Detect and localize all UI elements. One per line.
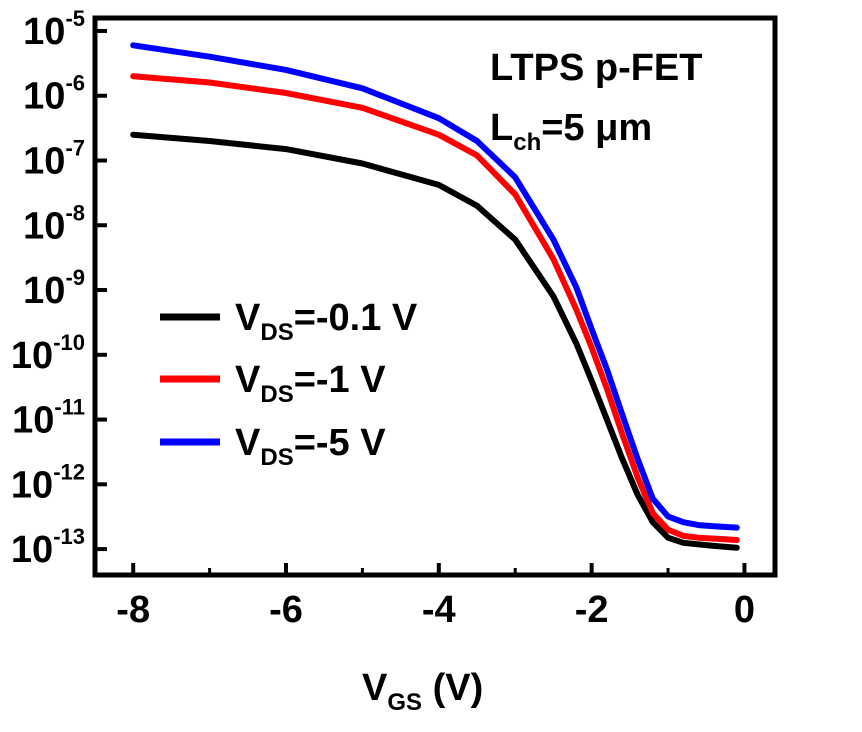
legend-label: VDS=-0.1 V (235, 297, 418, 346)
y-tick-label-exponent: -7 (65, 135, 85, 160)
x-axis-ticks: -8 -6 -4 -2 0 (116, 563, 755, 631)
y-tick-label: 10-12 (11, 459, 85, 506)
y-tick-label: 10-7 (23, 135, 85, 182)
x-tick-label: -4 (422, 589, 456, 631)
y-tick-label-exponent: -5 (65, 6, 85, 31)
y-tick-label-base: 10 (23, 140, 65, 182)
legend-label-rest: =-5 V (294, 422, 387, 464)
series-line (130, 73, 740, 543)
series-lines (130, 42, 740, 551)
legend-label: VDS=-5 V (235, 422, 386, 471)
y-tick-label-exponent: -11 (54, 395, 85, 420)
legend-label-sub: DS (260, 381, 293, 408)
x-tick-label: -8 (116, 589, 150, 631)
y-tick-label-exponent: -13 (53, 524, 85, 549)
x-tick-label: 0 (734, 589, 755, 631)
y-tick-label: 10-9 (23, 265, 85, 312)
annotation-device: LTPS p-FET (490, 47, 703, 89)
y-tick-label: 10-13 (11, 524, 85, 571)
annotation-channel-length-main: L (490, 107, 513, 149)
series-line (130, 131, 740, 551)
y-tick-label: 10-8 (23, 200, 85, 247)
y-tick-label: 10-6 (23, 71, 85, 118)
series-line (130, 42, 740, 531)
x-axis-title-unit: (V) (422, 667, 483, 709)
y-tick-label: 10-10 (11, 330, 85, 377)
legend-label-main: V (235, 422, 261, 464)
x-tick-label: -6 (269, 589, 303, 631)
y-tick-label-exponent: -10 (53, 330, 85, 355)
y-tick-label-base: 10 (23, 76, 65, 118)
y-tick-label-base: 10 (12, 400, 54, 442)
y-tick-label-base: 10 (23, 11, 65, 53)
annotation-channel-length-sub: ch (513, 129, 541, 156)
y-tick-label-exponent: -9 (65, 265, 85, 290)
x-axis-title: VGS (V) (362, 667, 483, 716)
x-axis-title-main: V (362, 667, 388, 709)
y-tick-label-base: 10 (11, 335, 53, 377)
y-tick-label: 10-11 (12, 395, 85, 442)
legend-label-sub: DS (260, 319, 293, 346)
legend-label-sub: DS (260, 444, 293, 471)
y-tick-label-base: 10 (23, 205, 65, 247)
legend-label-main: V (235, 297, 261, 339)
annotation-channel-length-rest: =5 μm (541, 107, 652, 149)
y-tick-label-exponent: -6 (65, 71, 85, 96)
plot-frame (92, 15, 778, 578)
y-tick-label-exponent: -12 (53, 459, 85, 484)
legend-label-rest: =-1 V (294, 359, 387, 401)
y-tick-label: 10-5 (23, 6, 85, 53)
x-tick-label: -2 (575, 589, 609, 631)
y-tick-label-exponent: -8 (65, 200, 85, 225)
y-tick-label-base: 10 (23, 270, 65, 312)
x-axis-title-sub: GS (387, 689, 422, 716)
legend-label-main: V (235, 359, 261, 401)
y-tick-label-base: 10 (11, 529, 53, 571)
legend-label-rest: =-0.1 V (294, 297, 418, 339)
legend-label: VDS=-1 V (235, 359, 386, 408)
annotation-channel-length: Lch=5 μm (490, 107, 652, 156)
y-tick-label-base: 10 (11, 464, 53, 506)
